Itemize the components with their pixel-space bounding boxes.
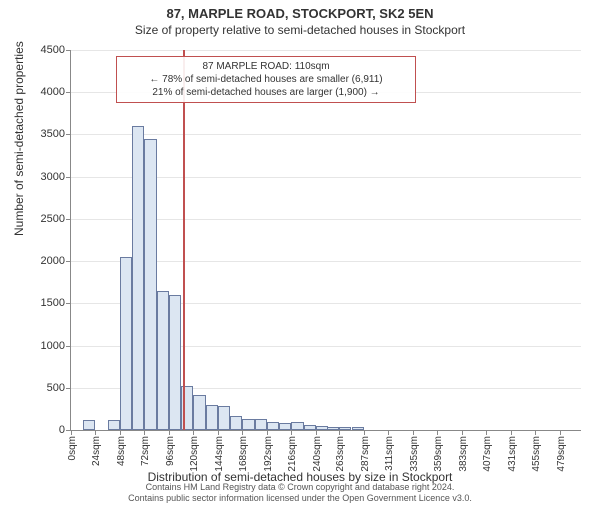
xtick-label: 359sqm (433, 436, 444, 472)
xtick-label: 48sqm (116, 436, 127, 466)
xtick-label: 0sqm (67, 436, 78, 460)
annotation-box: 87 MARPLE ROAD: 110sqm← 78% of semi-deta… (116, 56, 416, 103)
histogram-bar (279, 423, 291, 430)
ytick-label: 3500 (25, 128, 65, 140)
xtick-label: 72sqm (140, 436, 151, 466)
property-marker-line (183, 50, 185, 430)
histogram-chart: 0sqm24sqm48sqm72sqm96sqm120sqm144sqm168s… (70, 50, 581, 431)
ytick-mark (66, 388, 71, 389)
histogram-bar (267, 422, 279, 430)
xtick-mark (218, 430, 219, 435)
histogram-bar (108, 420, 120, 430)
xtick-label: 24sqm (91, 436, 102, 466)
ytick-label: 0 (25, 424, 65, 436)
xtick-mark (242, 430, 243, 435)
xtick-mark (437, 430, 438, 435)
xtick-label: 192sqm (263, 436, 274, 472)
ytick-mark (66, 261, 71, 262)
xtick-mark (267, 430, 268, 435)
histogram-bar (242, 419, 254, 430)
xtick-label: 335sqm (409, 436, 420, 472)
xtick-label: 431sqm (507, 436, 518, 472)
xtick-mark (316, 430, 317, 435)
xtick-label: 455sqm (531, 436, 542, 472)
xtick-mark (95, 430, 96, 435)
annotation-line-1: 87 MARPLE ROAD: 110sqm (123, 60, 409, 73)
footer-line-1: Contains HM Land Registry data © Crown c… (0, 482, 600, 493)
xtick-mark (462, 430, 463, 435)
ytick-label: 4000 (25, 86, 65, 98)
xtick-label: 311sqm (384, 436, 395, 471)
ytick-label: 1000 (25, 340, 65, 352)
histogram-bar (339, 427, 351, 430)
xtick-label: 168sqm (238, 436, 249, 472)
xtick-label: 144sqm (214, 436, 225, 472)
histogram-bar (304, 425, 316, 430)
ytick-label: 3000 (25, 171, 65, 183)
histogram-bar (255, 419, 267, 430)
xtick-mark (535, 430, 536, 435)
xtick-label: 96sqm (165, 436, 176, 466)
ytick-label: 1500 (25, 297, 65, 309)
xtick-mark (71, 430, 72, 435)
ytick-mark (66, 50, 71, 51)
xtick-label: 240sqm (312, 436, 323, 472)
histogram-bar (291, 422, 303, 430)
xtick-label: 407sqm (482, 436, 493, 472)
ytick-mark (66, 219, 71, 220)
histogram-bar (157, 291, 169, 430)
histogram-bar (218, 406, 230, 430)
histogram-bar (169, 295, 181, 430)
ytick-mark (66, 303, 71, 304)
histogram-bar (230, 416, 242, 430)
xtick-mark (291, 430, 292, 435)
histogram-bar (132, 126, 144, 430)
histogram-bar (120, 257, 132, 430)
ytick-label: 500 (25, 382, 65, 394)
histogram-bar (352, 427, 364, 430)
ytick-label: 2000 (25, 255, 65, 267)
ytick-label: 2500 (25, 213, 65, 225)
xtick-label: 216sqm (287, 436, 298, 472)
xtick-mark (144, 430, 145, 435)
histogram-bar (83, 420, 95, 430)
xtick-mark (388, 430, 389, 435)
ytick-mark (66, 346, 71, 347)
footer-line-2: Contains public sector information licen… (0, 493, 600, 504)
xtick-label: 287sqm (360, 436, 371, 472)
xtick-mark (413, 430, 414, 435)
histogram-bar (206, 405, 218, 430)
page-subtitle: Size of property relative to semi-detach… (0, 23, 600, 37)
ytick-mark (66, 177, 71, 178)
gridline (71, 50, 581, 51)
xtick-label: 120sqm (189, 436, 200, 472)
xtick-label: 383sqm (458, 436, 469, 472)
xtick-label: 479sqm (556, 436, 567, 472)
page-title: 87, MARPLE ROAD, STOCKPORT, SK2 5EN (0, 6, 600, 21)
ytick-mark (66, 134, 71, 135)
histogram-bar (193, 395, 205, 430)
footer-attribution: Contains HM Land Registry data © Crown c… (0, 482, 600, 504)
xtick-mark (193, 430, 194, 435)
xtick-label: 263sqm (335, 436, 346, 472)
xtick-mark (486, 430, 487, 435)
xtick-mark (339, 430, 340, 435)
xtick-mark (364, 430, 365, 435)
gridline (71, 134, 581, 135)
xtick-mark (511, 430, 512, 435)
ytick-label: 4500 (25, 44, 65, 56)
xtick-mark (169, 430, 170, 435)
annotation-line-2: ← 78% of semi-detached houses are smalle… (123, 73, 409, 86)
histogram-bar (327, 427, 339, 430)
ytick-mark (66, 92, 71, 93)
histogram-bar (144, 139, 156, 430)
xtick-mark (560, 430, 561, 435)
annotation-line-3: 21% of semi-detached houses are larger (… (123, 86, 409, 99)
xtick-mark (120, 430, 121, 435)
y-axis-label: Number of semi-detached properties (12, 41, 26, 236)
